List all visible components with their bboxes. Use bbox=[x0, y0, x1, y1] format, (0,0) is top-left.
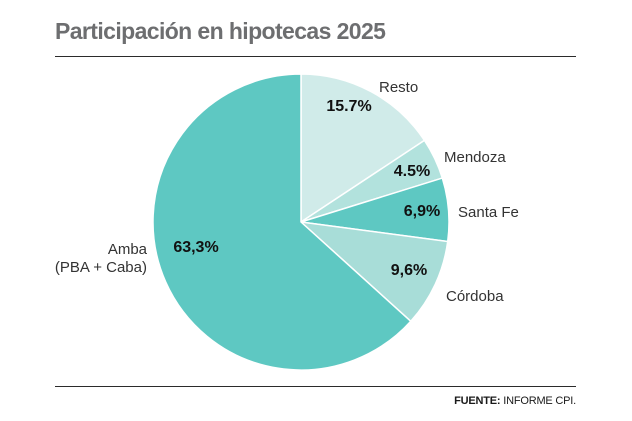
chart-title: Participación en hipotecas 2025 bbox=[55, 18, 386, 44]
slice-value-label: 9,6% bbox=[391, 262, 427, 279]
pie-slice-cordoba bbox=[300, 221, 449, 323]
source-text: INFORME CPI. bbox=[503, 395, 576, 407]
slice-category-label: Santa Fe bbox=[458, 204, 519, 221]
pie-slice-amba-pba-caba bbox=[152, 73, 412, 371]
slice-category-label: Córdoba bbox=[446, 288, 504, 305]
slice-category-label: Mendoza bbox=[444, 149, 506, 166]
slice-category-label: Amba (PBA + Caba) bbox=[55, 241, 148, 276]
pie-slice-resto bbox=[300, 73, 426, 223]
slice-value-label: 6,9% bbox=[404, 203, 440, 220]
source-note: FUENTE: INFORME CPI. bbox=[454, 395, 576, 407]
pie-labels: 15.7% Resto 4.5% Mendoza 6,9% Santa Fe 9,6% Cór… bbox=[55, 79, 519, 305]
slice-value-label: 63,3% bbox=[173, 239, 218, 256]
bottom-divider bbox=[55, 386, 576, 387]
slice-value-label: 4.5% bbox=[394, 163, 430, 180]
pie-slices bbox=[152, 73, 450, 371]
slice-value-label: 15.7% bbox=[326, 98, 371, 115]
top-divider bbox=[55, 56, 576, 57]
source-label: FUENTE: bbox=[454, 395, 501, 407]
slice-category-label: Resto bbox=[379, 79, 418, 96]
